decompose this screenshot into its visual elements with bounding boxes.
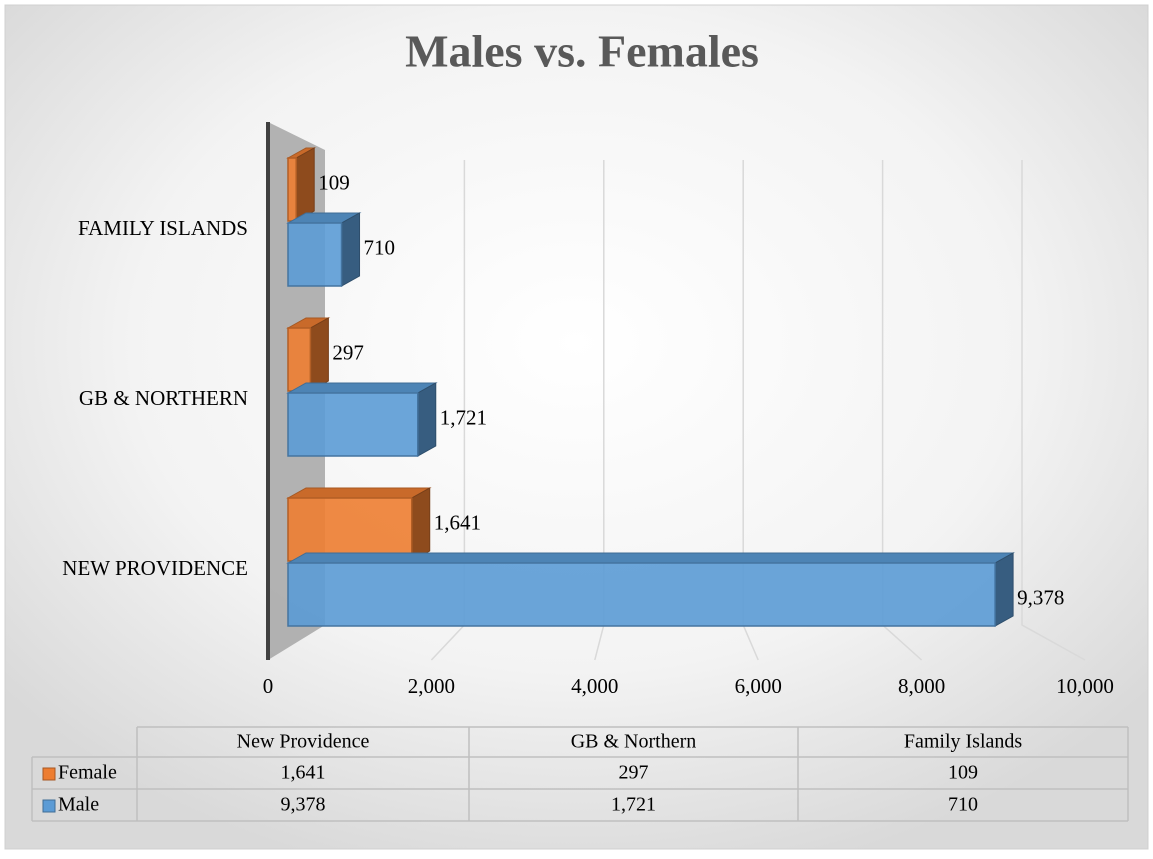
data-table: New Providence GB & Northern Family Island… [31, 726, 1129, 822]
table-cell: 109 [948, 762, 978, 784]
bar-top [286, 552, 1016, 564]
data-label: 1,721 [440, 405, 487, 429]
data-label: 109 [318, 170, 350, 194]
bar [286, 212, 362, 287]
bar-front [287, 157, 297, 222]
x-tick-label: 6,000 [735, 674, 782, 698]
bar [286, 487, 432, 562]
legend-label: Female [58, 762, 117, 784]
table-header: Family Islands [904, 731, 1023, 753]
legend-swatch [42, 799, 56, 813]
bar-front [287, 562, 996, 627]
table-cell: 1,641 [281, 762, 326, 784]
data-label: 297 [332, 340, 364, 364]
bar-front [287, 497, 413, 562]
data-label: 710 [364, 235, 396, 259]
bar-front [287, 392, 419, 457]
y-tick-label: GB & NORTHERN [79, 386, 248, 410]
bar-end [295, 147, 315, 222]
x-tick-label: 8,000 [898, 674, 945, 698]
bar-end [994, 552, 1014, 627]
x-tick-label: 4,000 [571, 674, 618, 698]
table-header: New Providence [237, 731, 370, 753]
bar-top [286, 487, 432, 499]
bar-end [341, 212, 361, 287]
table-header: GB & Northern [571, 731, 697, 753]
chart-area [4, 4, 1149, 850]
bar-end [411, 487, 431, 562]
chart-title: Males vs. Females [405, 26, 759, 77]
bar [286, 317, 331, 392]
x-tick-label: 10,000 [1056, 674, 1114, 698]
legend-label: Male [58, 794, 99, 816]
bar-front [287, 327, 312, 392]
bar [286, 382, 438, 457]
data-label: 9,378 [1017, 585, 1064, 609]
data-label: 1,641 [434, 510, 481, 534]
table-cell: 710 [948, 794, 978, 816]
bar-front [287, 222, 343, 287]
grid-line [1021, 160, 1086, 661]
bar-end [309, 317, 329, 392]
bar-end [417, 382, 437, 457]
table-cell: 297 [619, 762, 649, 784]
bars: 1,641 9,378 297 1,721 109 710 [286, 147, 1064, 627]
y-tick-label: FAMILY ISLANDS [78, 216, 248, 240]
table-cell: 1,721 [611, 794, 656, 816]
bar [286, 147, 317, 222]
x-tick-label: 2,000 [408, 674, 455, 698]
bar [286, 552, 1016, 627]
legend-swatch [42, 767, 56, 781]
x-tick-label: 0 [263, 674, 274, 698]
table-cell: 9,378 [281, 794, 326, 816]
y-tick-label: NEW PROVIDENCE [62, 556, 248, 580]
bar-top [286, 382, 438, 394]
